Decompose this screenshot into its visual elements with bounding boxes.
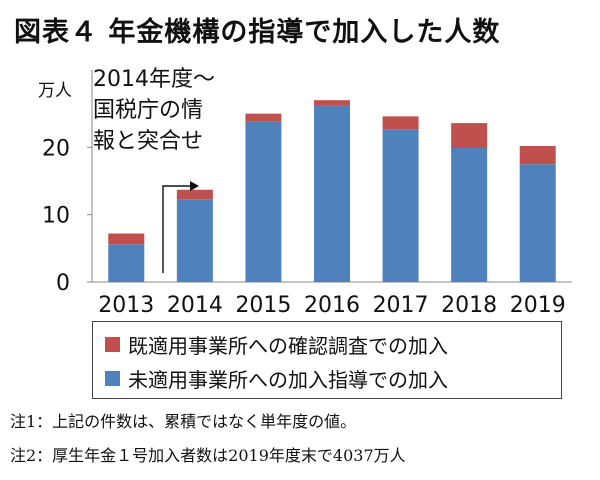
- bar-2016-series-1: [314, 100, 350, 106]
- bar-2015-series-1: [245, 113, 282, 122]
- bar-2015-series-0: [245, 121, 282, 282]
- legend-label-guidance: 未適用事業所への加入指導での加入: [128, 368, 448, 392]
- bar-2016-series-0: [314, 105, 350, 282]
- bar-2014-series-1: [176, 189, 213, 200]
- x-tick-label-2016: 2016: [304, 293, 360, 318]
- y-axis-unit-label: 万人: [38, 81, 72, 101]
- annotation-line-2: 報と突合せ: [93, 129, 203, 154]
- x-tick-label-2013: 2013: [98, 293, 154, 318]
- x-tick-label-2014: 2014: [167, 293, 223, 318]
- bar-2017-series-1: [382, 116, 419, 130]
- bar-2013-series-1: [108, 233, 145, 245]
- legend-item-confirmation: 既適用事業所への確認調査での加入: [105, 330, 448, 359]
- bar-2019-series-1: [519, 145, 556, 165]
- chart-legend: 既適用事業所への確認調査での加入 未適用事業所への加入指導での加入: [92, 321, 562, 399]
- bar-2019-series-0: [519, 164, 556, 282]
- annotation-line-0: 2014年度～: [93, 67, 215, 92]
- note-1: 注1：上記の件数は、累積ではなく単年度の値。: [10, 412, 357, 431]
- bar-2017-series-0: [382, 129, 419, 282]
- chart-title: 図表４ 年金機構の指導で加入した人数: [14, 17, 501, 48]
- chart-axes: 0 10 20 万人 2013 2014 2015 2016 2017 2018 2019: [38, 70, 572, 318]
- chart-bars: [108, 100, 556, 282]
- bar-2013-series-0: [108, 244, 145, 282]
- annotation-arrow-line: [162, 185, 190, 273]
- y-tick-label-1: 10: [42, 204, 70, 229]
- annotation-line-1: 国税庁の情: [93, 98, 203, 123]
- y-tick-label-0: 0: [56, 271, 70, 296]
- x-tick-label-2018: 2018: [441, 293, 497, 318]
- legend-swatch-blue: [105, 371, 120, 386]
- x-tick-label-2017: 2017: [373, 293, 429, 318]
- annotation-arrow-head: [190, 181, 199, 191]
- note-2: 注2：厚生年金１号加入者数は2019年度末で4037万人: [10, 446, 406, 465]
- x-tick-label-2015: 2015: [235, 293, 291, 318]
- y-tick-label-2: 20: [42, 136, 70, 161]
- legend-item-guidance: 未適用事業所への加入指導での加入: [105, 364, 448, 393]
- legend-label-confirmation: 既適用事業所への確認調査での加入: [128, 334, 448, 358]
- bar-2018-series-1: [451, 123, 488, 149]
- bar-2018-series-0: [451, 148, 488, 282]
- legend-swatch-red: [105, 337, 120, 352]
- x-tick-label-2019: 2019: [510, 293, 566, 318]
- bar-2014-series-0: [176, 199, 213, 282]
- bar-chart: 0 10 20 万人 2013 2014 2015 2016 2017 2018 2019 2014…: [38, 67, 572, 318]
